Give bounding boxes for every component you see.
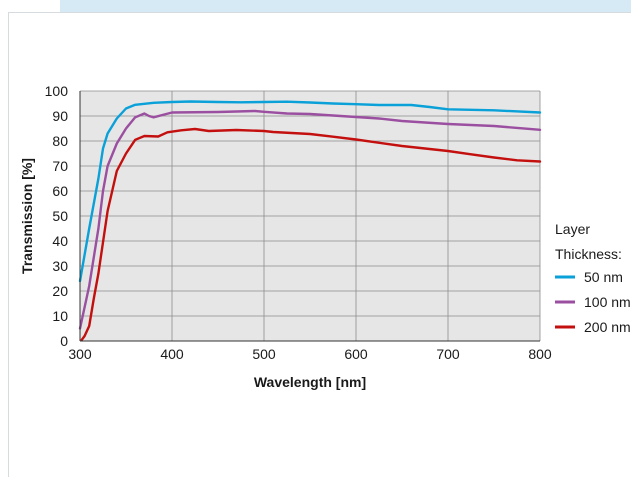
- y-tick-label: 100: [45, 83, 69, 99]
- y-tick-label: 50: [52, 208, 68, 224]
- y-tick-label: 90: [52, 108, 68, 124]
- x-tick-label: 700: [436, 346, 460, 362]
- y-tick-label: 80: [52, 133, 68, 149]
- y-axis-title: Transmission [%]: [19, 158, 35, 274]
- y-tick-labels: 0 10 20 30 40 50 60 70 80 90 100: [45, 83, 69, 349]
- y-tick-label: 10: [52, 308, 68, 324]
- x-axis-title: Wavelength [nm]: [254, 374, 366, 390]
- legend-title-line-2: Thickness:: [555, 246, 622, 262]
- legend-label: 50 nm: [584, 269, 623, 285]
- x-tick-label: 600: [344, 346, 368, 362]
- x-tick-label: 400: [160, 346, 184, 362]
- y-tick-label: 20: [52, 283, 68, 299]
- header-band: [60, 0, 631, 12]
- legend-title-line-1: Layer: [555, 221, 590, 237]
- y-tick-label: 30: [52, 258, 68, 274]
- x-tick-label: 300: [68, 346, 92, 362]
- x-tick-labels: 300 400 500 600 700 800: [68, 346, 552, 362]
- series-line-100-nm: [78, 109, 542, 330]
- series-line-50-nm: [78, 100, 542, 283]
- y-tick-label: 40: [52, 233, 68, 249]
- y-tick-label: 60: [52, 183, 68, 199]
- x-tick-label: 500: [252, 346, 276, 362]
- legend-label: 200 nm: [584, 319, 631, 335]
- legend-items: 50 nm 100 nm 200 nm: [555, 269, 631, 335]
- series-group: [78, 100, 542, 341]
- legend: Layer Thickness: 50 nm 100 nm 200 nm: [555, 221, 631, 335]
- y-tick-label: 0: [60, 333, 68, 349]
- legend-label: 100 nm: [584, 294, 631, 310]
- series-line-200-nm: [80, 127, 542, 341]
- x-tick-label: 800: [528, 346, 552, 362]
- frame-border-top: [8, 12, 631, 13]
- frame-border-left: [8, 12, 9, 477]
- y-tick-label: 70: [52, 158, 68, 174]
